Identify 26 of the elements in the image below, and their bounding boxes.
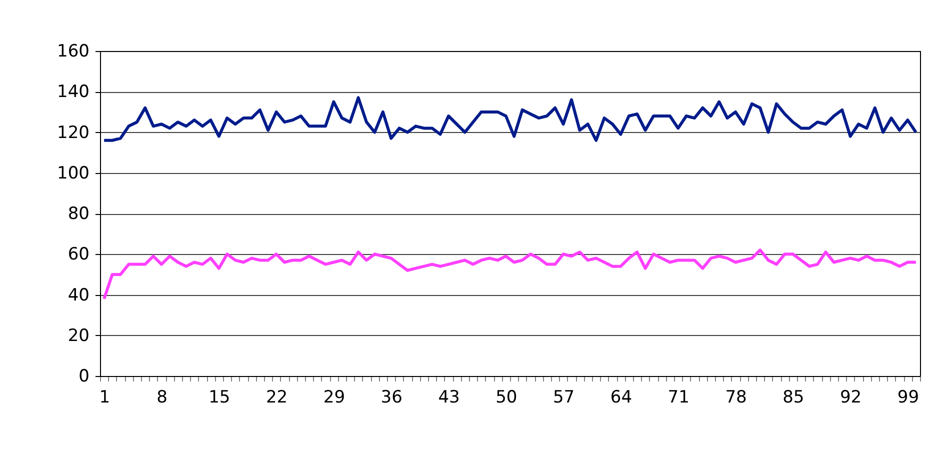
x-tick-label: 57 bbox=[552, 388, 575, 408]
y-tick-label: 80 bbox=[68, 204, 90, 224]
line-series bbox=[102, 96, 918, 142]
x-tick-label: 99 bbox=[897, 388, 920, 408]
x-tick-label: 1 bbox=[99, 388, 110, 408]
x-tick-label: 71 bbox=[668, 388, 690, 408]
x-tick-label: 36 bbox=[380, 388, 402, 408]
x-tick-label: 64 bbox=[610, 388, 632, 408]
y-tick-label: 160 bbox=[57, 42, 90, 62]
x-tick-label: 29 bbox=[323, 388, 346, 408]
x-tick-label: 15 bbox=[208, 388, 230, 408]
y-tick-label: 60 bbox=[68, 244, 90, 265]
x-tick-label: 85 bbox=[782, 388, 804, 408]
x-tick-label: 50 bbox=[496, 388, 518, 408]
y-tick-label: 40 bbox=[68, 285, 90, 306]
y-tick-label: 140 bbox=[57, 82, 90, 102]
x-tick-label: 22 bbox=[266, 388, 288, 408]
y-tick-label: 120 bbox=[57, 122, 90, 143]
y-tick-label: 0 bbox=[78, 366, 90, 386]
x-tick-label: 92 bbox=[840, 388, 862, 408]
y-tick-label: 100 bbox=[57, 163, 90, 184]
line-series bbox=[102, 248, 918, 300]
x-tick-label: 78 bbox=[725, 388, 747, 408]
y-tick-label: 20 bbox=[68, 326, 90, 346]
x-tick-label: 43 bbox=[438, 388, 460, 408]
x-tick-label: 8 bbox=[156, 388, 168, 408]
